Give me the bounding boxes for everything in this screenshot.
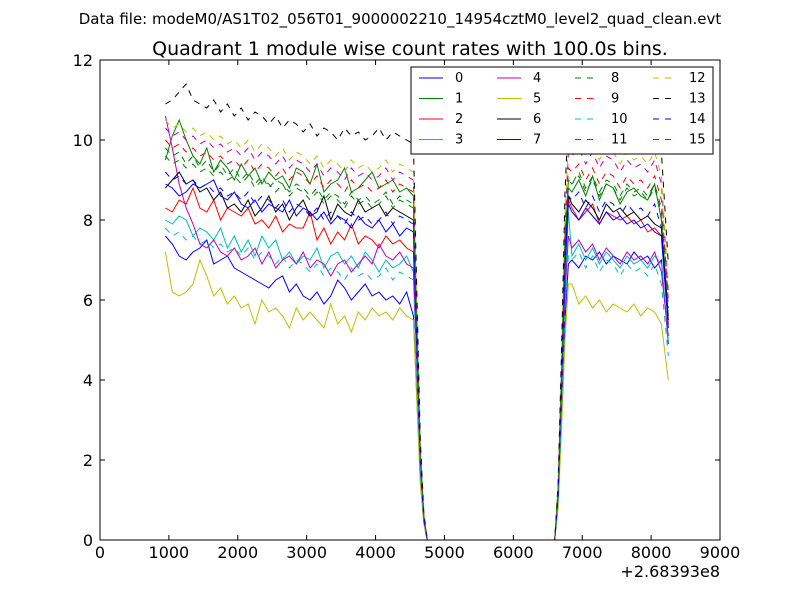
y-tick-label: 2 [83, 451, 93, 470]
series-line-15 [165, 155, 669, 541]
legend-label-8: 8 [611, 71, 619, 86]
legend-label-9: 9 [611, 92, 619, 107]
legend-label-3: 3 [455, 133, 463, 148]
x-tick-label: 6000 [493, 543, 534, 562]
x-tick-label: 3000 [286, 543, 327, 562]
y-tick-label: 12 [73, 51, 93, 70]
y-tick-label: 4 [83, 371, 93, 390]
legend-box [410, 66, 714, 155]
legend-label-13: 13 [689, 92, 706, 107]
x-tick-label: 4000 [355, 543, 396, 562]
legend-label-2: 2 [455, 112, 463, 127]
legend-label-0: 0 [455, 71, 463, 86]
x-tick-label: 0 [95, 543, 105, 562]
legend-label-1: 1 [455, 92, 463, 107]
x-tick-label: 2000 [217, 543, 258, 562]
axes-layer: 0 1000 2000 3000 4000 5000 6000 7000 8000 9000 0 2 4… [73, 51, 741, 562]
legend-label-11: 11 [611, 133, 628, 148]
legend-label-15: 15 [689, 133, 706, 148]
x-tick-label: 5000 [424, 543, 465, 562]
chart-title: Quadrant 1 module wise count rates with … [152, 38, 668, 60]
y-tick-label: 10 [73, 131, 93, 150]
x-tick-label: 8000 [631, 543, 672, 562]
series-line-8 [165, 147, 669, 541]
x-tick-label: 9000 [700, 543, 741, 562]
y-tick-label: 0 [83, 531, 93, 550]
series-line-14 [165, 171, 669, 541]
legend-label-14: 14 [689, 112, 706, 127]
legend-label-5: 5 [533, 92, 541, 107]
y-tick-label: 8 [83, 211, 93, 230]
y-tick-label: 6 [83, 291, 93, 310]
x-tick-label: 7000 [562, 543, 603, 562]
figure-suptitle: Data file: modeM0/AS1T02_056T01_90000022… [79, 10, 722, 29]
legend-label-6: 6 [533, 112, 541, 127]
series-layer [164, 83, 669, 541]
legend-label-7: 7 [533, 133, 541, 148]
x-offset-label: +2.68393e8 [620, 562, 720, 581]
x-tick-label: 1000 [149, 543, 190, 562]
legend-label-10: 10 [611, 112, 628, 127]
legend-label-12: 12 [689, 71, 706, 86]
legend-label-4: 4 [533, 71, 541, 86]
